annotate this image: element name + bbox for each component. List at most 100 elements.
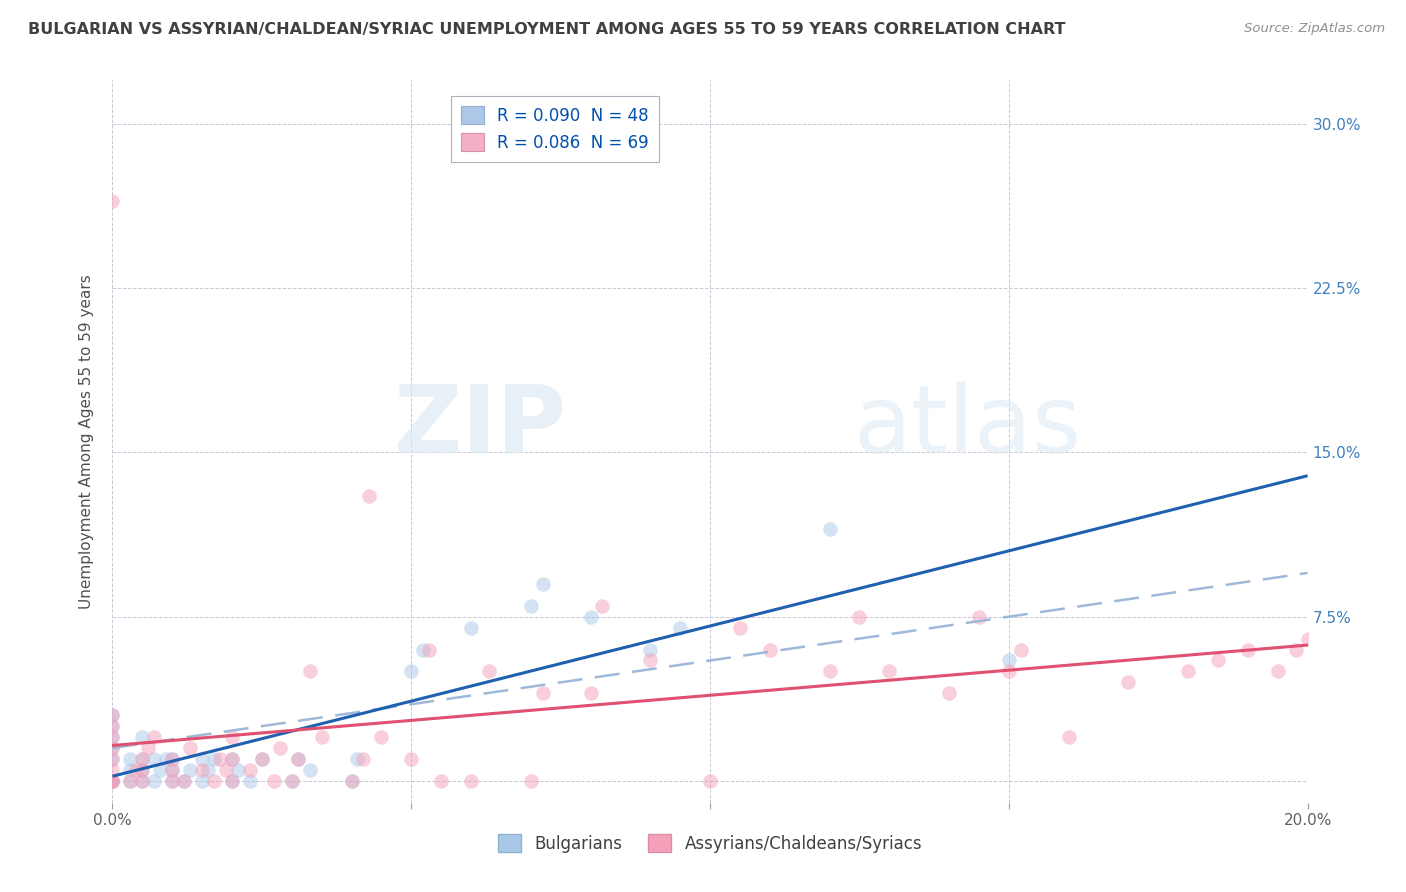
Point xyxy=(101,752,124,766)
Point xyxy=(478,665,501,679)
Point xyxy=(101,730,124,744)
Point xyxy=(460,773,482,788)
Point xyxy=(759,642,782,657)
Point xyxy=(938,686,960,700)
Point xyxy=(101,719,124,733)
Point xyxy=(298,665,321,679)
Point xyxy=(370,730,392,744)
Text: atlas: atlas xyxy=(853,381,1081,473)
Point xyxy=(101,763,124,777)
Point xyxy=(250,752,273,766)
Point xyxy=(120,773,142,788)
Point xyxy=(287,752,309,766)
Point xyxy=(340,773,363,788)
Legend: Bulgarians, Assyrians/Chaldeans/Syriacs: Bulgarians, Assyrians/Chaldeans/Syriacs xyxy=(491,828,929,860)
Point xyxy=(149,763,172,777)
Point xyxy=(101,741,124,756)
Point xyxy=(239,763,262,777)
Point xyxy=(579,609,602,624)
Point xyxy=(209,752,232,766)
Point xyxy=(162,763,183,777)
Point xyxy=(101,708,124,723)
Point xyxy=(162,773,183,788)
Point xyxy=(531,577,554,591)
Point xyxy=(226,763,249,777)
Point xyxy=(173,773,195,788)
Point xyxy=(143,730,166,744)
Point xyxy=(131,752,153,766)
Point xyxy=(269,741,291,756)
Point xyxy=(120,773,142,788)
Point xyxy=(143,773,166,788)
Point xyxy=(311,730,333,744)
Point xyxy=(101,773,124,788)
Point xyxy=(998,653,1021,667)
Point xyxy=(155,752,177,766)
Point xyxy=(179,763,201,777)
Point xyxy=(1206,653,1229,667)
Point xyxy=(412,642,434,657)
Point xyxy=(281,773,304,788)
Point xyxy=(287,752,309,766)
Point xyxy=(202,773,225,788)
Point xyxy=(418,642,440,657)
Point xyxy=(162,763,183,777)
Point xyxy=(221,730,243,744)
Point xyxy=(197,763,219,777)
Point xyxy=(101,752,124,766)
Point xyxy=(1057,730,1080,744)
Point xyxy=(162,752,183,766)
Text: BULGARIAN VS ASSYRIAN/CHALDEAN/SYRIAC UNEMPLOYMENT AMONG AGES 55 TO 59 YEARS COR: BULGARIAN VS ASSYRIAN/CHALDEAN/SYRIAC UN… xyxy=(28,22,1066,37)
Point xyxy=(640,653,662,667)
Point xyxy=(131,752,153,766)
Point xyxy=(131,763,153,777)
Point xyxy=(1237,642,1260,657)
Point xyxy=(848,609,870,624)
Point xyxy=(879,665,901,679)
Point xyxy=(1010,642,1032,657)
Point xyxy=(101,773,124,788)
Point xyxy=(131,773,153,788)
Point xyxy=(1177,665,1199,679)
Point xyxy=(359,489,381,503)
Point xyxy=(138,741,160,756)
Point xyxy=(818,665,841,679)
Point xyxy=(101,708,124,723)
Point xyxy=(1296,632,1319,646)
Point xyxy=(298,763,321,777)
Point xyxy=(699,773,721,788)
Point xyxy=(191,773,214,788)
Point xyxy=(101,719,124,733)
Point xyxy=(101,741,124,756)
Point xyxy=(221,773,243,788)
Point xyxy=(131,773,153,788)
Text: Source: ZipAtlas.com: Source: ZipAtlas.com xyxy=(1244,22,1385,36)
Point xyxy=(346,752,368,766)
Point xyxy=(120,763,142,777)
Point xyxy=(120,752,142,766)
Point xyxy=(162,752,183,766)
Point xyxy=(101,773,124,788)
Point xyxy=(250,752,273,766)
Point xyxy=(191,752,214,766)
Point xyxy=(818,522,841,536)
Point xyxy=(101,773,124,788)
Point xyxy=(101,773,124,788)
Point xyxy=(162,773,183,788)
Point xyxy=(191,763,214,777)
Point xyxy=(967,609,990,624)
Point xyxy=(353,752,375,766)
Point xyxy=(173,773,195,788)
Point xyxy=(131,730,153,744)
Point xyxy=(640,642,662,657)
Point xyxy=(221,773,243,788)
Y-axis label: Unemployment Among Ages 55 to 59 years: Unemployment Among Ages 55 to 59 years xyxy=(79,274,94,609)
Point xyxy=(281,773,304,788)
Point xyxy=(1285,642,1308,657)
Point xyxy=(131,763,153,777)
Point xyxy=(579,686,602,700)
Point xyxy=(340,773,363,788)
Point xyxy=(101,773,124,788)
Point xyxy=(460,621,482,635)
Point xyxy=(998,665,1021,679)
